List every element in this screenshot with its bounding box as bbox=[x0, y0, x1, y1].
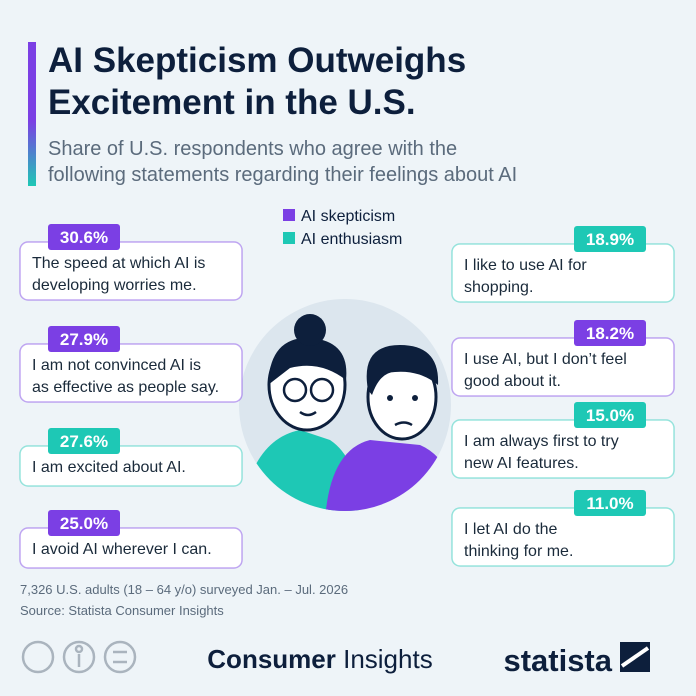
statement-text: good about it. bbox=[464, 373, 561, 390]
statement-text: I let AI do the bbox=[464, 521, 558, 538]
statement-text: I am excited about AI. bbox=[32, 459, 186, 476]
statement-text: thinking for me. bbox=[464, 543, 573, 560]
value-label: 27.6% bbox=[60, 432, 108, 451]
value-label: 30.6% bbox=[60, 228, 108, 247]
value-badge bbox=[48, 428, 120, 454]
legend-swatch bbox=[283, 232, 295, 244]
value-badge bbox=[574, 226, 646, 252]
logo-stripe bbox=[620, 646, 650, 668]
cc-icons bbox=[21, 640, 137, 674]
brand: Consumer Insights bbox=[207, 644, 432, 674]
value-label: 18.9% bbox=[586, 230, 634, 249]
statement-text: new AI features. bbox=[464, 455, 579, 472]
statement-text: The speed at which AI is bbox=[32, 255, 205, 272]
accent-bar bbox=[28, 42, 36, 186]
value-label: 15.0% bbox=[586, 406, 634, 425]
legend-label: AI enthusiasm bbox=[301, 231, 402, 248]
statement-card bbox=[19, 343, 243, 403]
statement-card bbox=[451, 507, 675, 567]
statement-text: I am always first to try bbox=[464, 433, 619, 450]
source: Source: Statista Consumer Insights bbox=[20, 603, 224, 618]
title-line: AI Skepticism Outweighs bbox=[48, 41, 466, 80]
subtitle-line: Share of U.S. respondents who agree with… bbox=[48, 138, 457, 160]
brand-word: Insights bbox=[343, 644, 433, 674]
value-badge bbox=[574, 320, 646, 346]
statement-text: developing worries me. bbox=[32, 277, 197, 294]
statement-card bbox=[451, 243, 675, 303]
value-badge bbox=[48, 224, 120, 250]
statement-text: I like to use AI for bbox=[464, 257, 587, 274]
statement-card bbox=[451, 419, 675, 479]
logo-text: statista bbox=[503, 643, 612, 678]
brand-word: Consumer bbox=[207, 644, 336, 674]
statement-card bbox=[19, 527, 243, 569]
statement-card bbox=[451, 337, 675, 397]
value-label: 27.9% bbox=[60, 330, 108, 349]
statement-card bbox=[19, 241, 243, 301]
subtitle-line: following statements regarding their fee… bbox=[48, 164, 517, 186]
legend-label: AI skepticism bbox=[301, 208, 395, 225]
statement-text: I use AI, but I don’t feel bbox=[464, 351, 627, 368]
statement-text: as effective as people say. bbox=[32, 379, 219, 396]
title-line: Excitement in the U.S. bbox=[48, 83, 416, 122]
value-badge bbox=[48, 326, 120, 352]
value-badge bbox=[48, 510, 120, 536]
statement-text: I avoid AI wherever I can. bbox=[32, 541, 212, 558]
statement-text: I am not convinced AI is bbox=[32, 357, 201, 374]
value-label: 11.0% bbox=[586, 494, 633, 513]
value-label: 25.0% bbox=[60, 514, 108, 533]
illustration bbox=[239, 299, 451, 511]
footnote: 7,326 U.S. adults (18 – 64 y/o) surveyed… bbox=[20, 582, 348, 597]
value-label: 18.2% bbox=[586, 324, 634, 343]
statement-card bbox=[19, 445, 243, 487]
statement-text: shopping. bbox=[464, 279, 533, 296]
value-badge bbox=[574, 490, 646, 516]
legend-swatch bbox=[283, 209, 295, 221]
value-badge bbox=[574, 402, 646, 428]
